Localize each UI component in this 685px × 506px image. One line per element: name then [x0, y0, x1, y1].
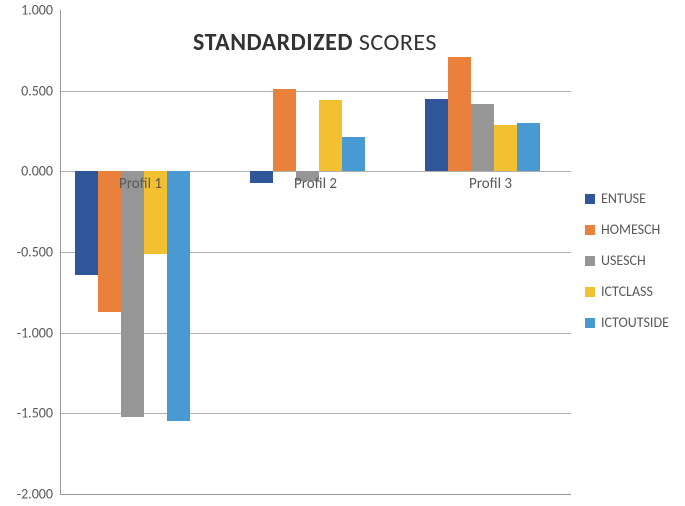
legend-swatch — [585, 287, 595, 297]
legend-label: ENTUSE — [601, 190, 646, 207]
legend-item: ENTUSE — [585, 190, 669, 207]
legend-item: HOMESCH — [585, 221, 669, 238]
chart-root: STANDARDIZED SCORES Profil 1Profil 2Prof… — [0, 0, 685, 506]
legend-label: ICTOUTSIDE — [601, 314, 669, 331]
y-tick-label: -1.500 — [3, 405, 53, 422]
bar — [98, 171, 121, 311]
category-label: Profil 2 — [294, 175, 337, 193]
category-label: Profil 3 — [469, 175, 512, 193]
y-tick-label: -0.500 — [3, 244, 53, 261]
legend-label: USESCH — [601, 252, 646, 269]
legend-label: HOMESCH — [601, 221, 660, 238]
bar — [319, 100, 342, 171]
bar — [250, 171, 273, 182]
legend-swatch — [585, 194, 595, 204]
bar — [448, 57, 471, 172]
legend-swatch — [585, 318, 595, 328]
y-tick-label: 0.000 — [3, 163, 53, 180]
y-tick-label: -2.000 — [3, 486, 53, 503]
y-tick-label: 0.500 — [3, 82, 53, 99]
legend-item: USESCH — [585, 252, 669, 269]
bar — [471, 104, 494, 172]
bar — [425, 99, 448, 172]
legend-swatch — [585, 225, 595, 235]
gridline — [61, 91, 571, 92]
y-tick-label: 1.000 — [3, 2, 53, 19]
legend-swatch — [585, 256, 595, 266]
category-label: Profil 1 — [119, 175, 162, 193]
bar — [273, 89, 296, 171]
bar — [121, 171, 144, 416]
bar — [494, 125, 517, 172]
y-tick-label: -1.000 — [3, 324, 53, 341]
legend-item: ICTCLASS — [585, 283, 669, 300]
bar — [342, 137, 365, 171]
bar — [75, 171, 98, 274]
legend-item: ICTOUTSIDE — [585, 314, 669, 331]
legend: ENTUSE HOMESCH USESCH ICTCLASS ICTOUTSIDE — [585, 190, 669, 345]
legend-label: ICTCLASS — [601, 283, 653, 300]
bar — [167, 171, 190, 421]
plot-area: Profil 1 Profil 2 Profil 3 — [60, 10, 571, 495]
bar — [517, 123, 540, 171]
